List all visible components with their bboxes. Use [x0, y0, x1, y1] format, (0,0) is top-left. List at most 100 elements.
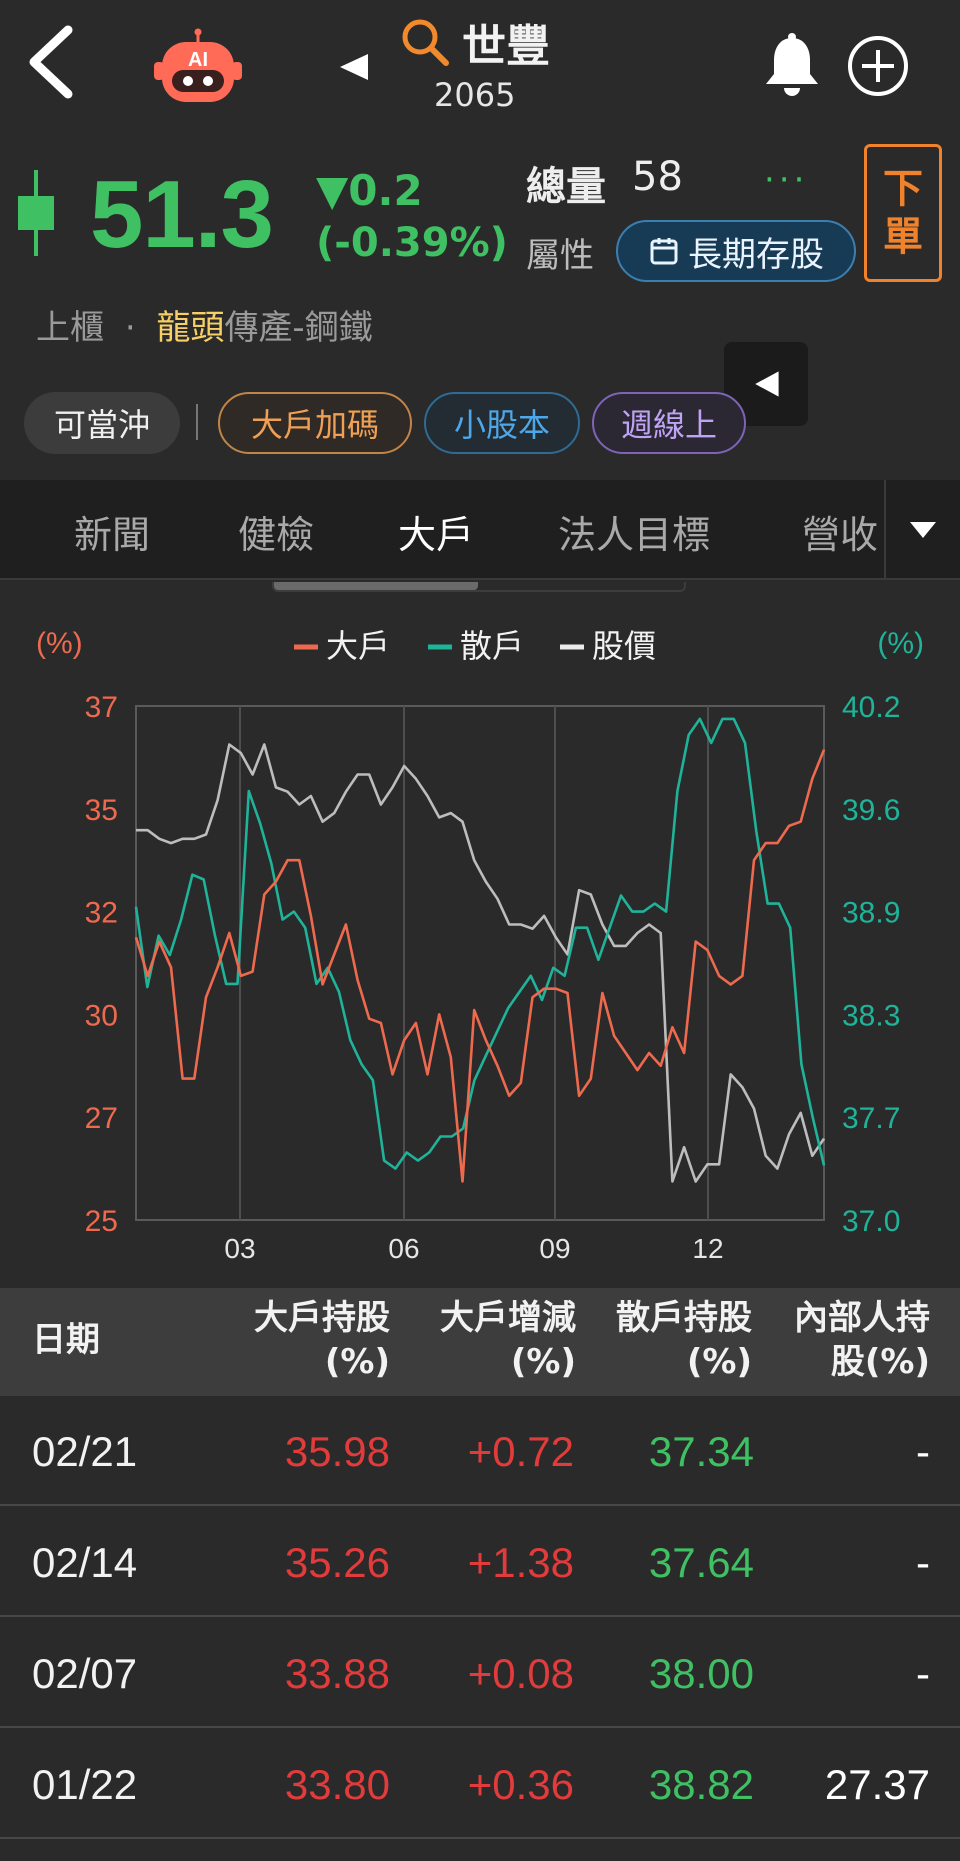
header-insider-holding[interactable]: 內部人持 股(%) [758, 1296, 930, 1384]
tab-institutional-target[interactable]: 法人目標 [558, 513, 711, 557]
table-row[interactable]: 02/21 35.98 +0.72 37.34 - [0, 1396, 960, 1506]
tag-big-holder-increase[interactable]: 大戶加碼 [218, 392, 412, 454]
cell-insider-holding: - [916, 1428, 930, 1475]
left-tick-label: 35 [85, 794, 118, 827]
tag-day-trade[interactable]: 可當沖 [24, 392, 180, 454]
header-retail-holding[interactable]: 散戶持股 (%) [580, 1296, 752, 1384]
chart-lines [134, 717, 826, 1183]
industry-label: 傳產-鋼鐵 [224, 308, 373, 348]
tab-revenue[interactable]: 營收 [802, 513, 879, 557]
legend-label: 股價 [592, 628, 656, 664]
x-axis-ticks: 03 06 09 12 [224, 1233, 723, 1264]
ai-robot-icon[interactable]: AI [150, 28, 246, 104]
separator-dot: · [124, 308, 136, 348]
industry-highlight: 龍頭 [156, 308, 225, 348]
header-insider-holding-line1: 內部人持 [794, 1298, 930, 1338]
cell-big-holding: 33.80 [284, 1761, 390, 1808]
cell-big-holding: 35.26 [284, 1539, 390, 1586]
tag-scroll-button[interactable] [724, 342, 808, 426]
stock-title[interactable]: 世豐 [398, 14, 598, 72]
cell-big-change: +0.72 [467, 1428, 574, 1475]
legend-label: 大戶 [326, 628, 390, 664]
last-price: 51.3 [90, 161, 274, 268]
header-retail-holding-line2: (%) [686, 1342, 752, 1382]
right-axis-ticks: 40.2 39.6 38.9 38.3 37.7 37.0 [842, 691, 900, 1238]
cell-big-holding: 33.88 [284, 1650, 390, 1697]
add-circle-icon[interactable] [846, 34, 910, 98]
cell-big-change: +0.36 [467, 1761, 574, 1808]
stock-code: 2065 [434, 76, 516, 114]
more-button[interactable]: ··· [764, 160, 809, 200]
back-chevron-icon[interactable] [24, 22, 84, 102]
right-tick-label: 38.3 [842, 999, 900, 1032]
chevron-down-icon [910, 522, 936, 538]
volume-label: 總量 [526, 164, 606, 210]
table-row[interactable]: 01/22 33.80 +0.36 38.82 27.37 [0, 1729, 960, 1839]
industry-line: 上櫃 · 龍頭傳產-鋼鐵 [36, 300, 373, 349]
left-tick-label: 30 [85, 999, 118, 1032]
tab-scroll-thumb[interactable] [274, 582, 478, 590]
holder-distribution-chart: 37 35 32 30 27 25 40.2 39.6 38.9 38.3 37.7 37.0 03… [36, 627, 924, 1264]
header-big-change[interactable]: 大戶增減 (%) [394, 1296, 576, 1384]
cell-big-holding: 35.98 [284, 1428, 390, 1475]
table-header: 日期 大戶持股 (%) 大戶增減 (%) 散戶持股 (%) 內部人持 股(%) [0, 1288, 960, 1396]
attribute-label: 屬性 [526, 236, 594, 276]
bell-icon[interactable] [762, 32, 822, 98]
table-row[interactable]: 02/14 35.26 +1.38 37.64 - [0, 1507, 960, 1617]
legend-label: 散戶 [460, 628, 524, 664]
x-tick-label: 03 [224, 1233, 255, 1264]
left-tick-label: 25 [85, 1205, 118, 1238]
tab-big-holders[interactable]: 大戶 [398, 513, 475, 557]
left-axis-ticks: 37 35 32 30 27 25 [85, 691, 118, 1238]
cell-retail-holding: 37.34 [648, 1428, 754, 1475]
tag-small-capital[interactable]: 小股本 [424, 392, 580, 454]
cell-date: 02/07 [32, 1650, 138, 1697]
left-tick-label: 32 [85, 897, 118, 930]
attribute-badge[interactable]: 長期存股 [616, 220, 856, 282]
cell-insider-holding: - [916, 1539, 930, 1586]
cell-retail-holding: 38.00 [648, 1650, 754, 1697]
right-tick-label: 37.0 [842, 1205, 900, 1238]
header-insider-holding-line2: 股(%) [830, 1342, 930, 1382]
calendar-icon [650, 238, 678, 265]
tab-more-button[interactable] [884, 480, 960, 580]
search-icon[interactable] [398, 15, 452, 69]
table-row[interactable]: 02/07 33.88 +0.08 38.00 - [0, 1618, 960, 1728]
tag-divider [196, 404, 198, 440]
cell-retail-holding: 37.64 [648, 1539, 754, 1586]
stock-name: 世豐 [462, 21, 550, 72]
x-tick-label: 09 [539, 1233, 570, 1264]
cell-big-change: +1.38 [467, 1539, 574, 1586]
tab-news[interactable]: 新聞 [74, 513, 151, 557]
price-change: ▼0.2 [316, 166, 423, 215]
order-button[interactable]: 下 單 [864, 144, 942, 282]
header-big-holding[interactable]: 大戶持股 (%) [200, 1296, 390, 1384]
right-tick-label: 40.2 [842, 691, 900, 724]
volume-value: 58 [632, 154, 683, 200]
left-triangle-icon [755, 371, 779, 397]
header-big-change-line2: (%) [510, 1342, 576, 1382]
retail-holder-line [134, 717, 826, 1170]
right-axis-unit: (%) [877, 627, 924, 660]
plot-frame [135, 705, 825, 1221]
chart-legend: 大戶 散戶 股價 [294, 628, 656, 664]
cell-big-change: +0.08 [467, 1650, 574, 1697]
cell-date: 01/22 [32, 1761, 138, 1808]
right-tick-label: 37.7 [842, 1102, 900, 1135]
left-tick-label: 37 [85, 691, 118, 724]
ai-label: AI [188, 49, 208, 71]
tab-health-check[interactable]: 健檢 [238, 513, 315, 557]
tag-above-weekly[interactable]: 週線上 [592, 392, 746, 454]
prev-stock-arrow-icon[interactable] [336, 52, 372, 82]
cell-insider-holding: 27.37 [824, 1761, 930, 1808]
order-label-top: 下 [883, 166, 923, 212]
cell-date: 02/21 [32, 1428, 138, 1475]
big-holder-line [134, 749, 826, 1183]
cell-retail-holding: 38.82 [648, 1761, 754, 1808]
header-date: 日期 [32, 1320, 100, 1360]
market-label: 上櫃 [36, 308, 104, 348]
price-change-percent: (-0.39%) [316, 220, 508, 266]
header-big-holding-line2: (%) [324, 1342, 390, 1382]
price-line [136, 743, 826, 1183]
header-big-change-line1: 大戶增減 [440, 1298, 576, 1338]
